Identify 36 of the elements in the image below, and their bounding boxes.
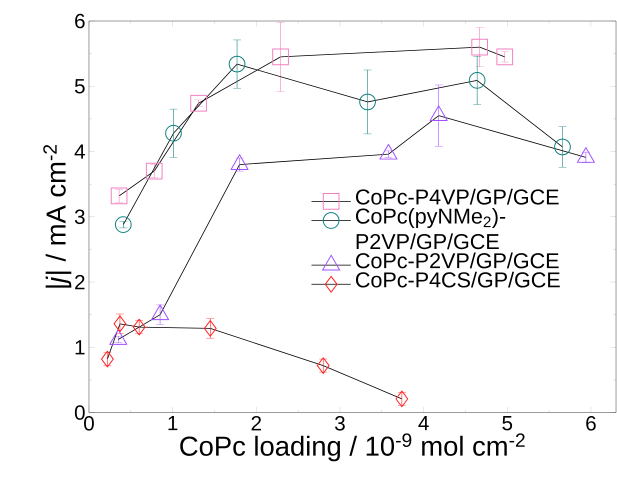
point [468,72,486,89]
point [554,138,571,156]
x-tick-label: 5 [502,416,512,430]
y-axis-title: |j| / mA cm$^{-2}$ [43,144,72,288]
y-tick-label: 4 [74,144,85,158]
point [146,162,163,180]
point [496,48,514,66]
x-tick-label: 6 [586,416,596,430]
x-tick-label: 4 [418,416,429,430]
point [114,315,126,332]
point [316,357,330,374]
y-tick-label: 5 [74,78,85,94]
point [228,56,246,72]
point [272,48,289,66]
y-tick-label: 2 [75,274,84,290]
point [132,318,146,336]
legend-label: CoPc(pyNMe$_{2}$)-P2VP/GP/GCE [356,208,506,250]
y-tick-label: 3 [74,209,85,224]
point [359,93,376,110]
point [190,94,207,112]
point [395,390,408,408]
y-tick-label: 1 [76,340,85,354]
y-tick-label: 6 [75,14,85,28]
legend-label: CoPc-P4VP/GP/GCE [356,188,559,204]
legend-label: CoPc-P4CS/GP/GCE [356,272,560,288]
x-axis-title: CoPc loading / 10$^{-9}$ mol cm$^{-2}$ [180,433,525,462]
legend-label: CoPc-P2VP/GP/GCE [356,252,559,268]
point [110,187,128,204]
point [165,124,182,142]
point [471,38,488,56]
point [114,216,132,233]
x-tick-label: 1 [168,416,178,430]
y-tick-label: 0 [74,405,85,420]
point [204,320,217,337]
x-tick-label: 2 [252,416,261,430]
x-tick-label: 3 [335,416,345,430]
